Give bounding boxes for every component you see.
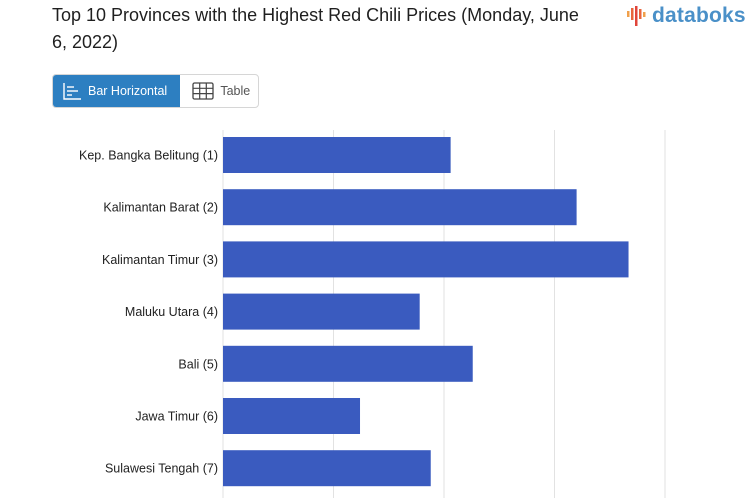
- bar-horizontal-label: Bar Horizontal: [88, 84, 168, 98]
- table-button[interactable]: Table: [180, 75, 258, 107]
- databoks-bars-icon: [627, 6, 646, 26]
- bar[interactable]: [223, 398, 361, 434]
- bar[interactable]: [223, 345, 473, 382]
- table-icon: [192, 82, 215, 100]
- databoks-logo: databoks: [626, 3, 746, 29]
- bar-horizontal-icon: [63, 83, 81, 100]
- category-label: Sulawesi Tengah (7): [105, 462, 218, 476]
- bar[interactable]: [223, 293, 420, 330]
- bar[interactable]: [223, 450, 431, 487]
- bar[interactable]: [223, 137, 451, 173]
- bar-horizontal-button[interactable]: Bar Horizontal: [53, 75, 181, 107]
- view-toggle: Bar Horizontal Table: [52, 74, 259, 108]
- bar[interactable]: [223, 189, 577, 226]
- bar[interactable]: [223, 241, 629, 278]
- brand-name: databoks: [652, 4, 746, 27]
- category-label: Kalimantan Barat (2): [103, 201, 218, 215]
- category-label: Bali (5): [178, 357, 218, 371]
- category-label: Kep. Bangka Belitung (1): [79, 149, 218, 163]
- table-label: Table: [220, 84, 251, 98]
- chart-title: Top 10 Provinces with the Highest Red Ch…: [52, 5, 579, 52]
- category-label: Maluku Utara (4): [125, 305, 218, 319]
- category-label: Jawa Timur (6): [135, 410, 218, 424]
- category-label: Kalimantan Timur (3): [102, 253, 218, 267]
